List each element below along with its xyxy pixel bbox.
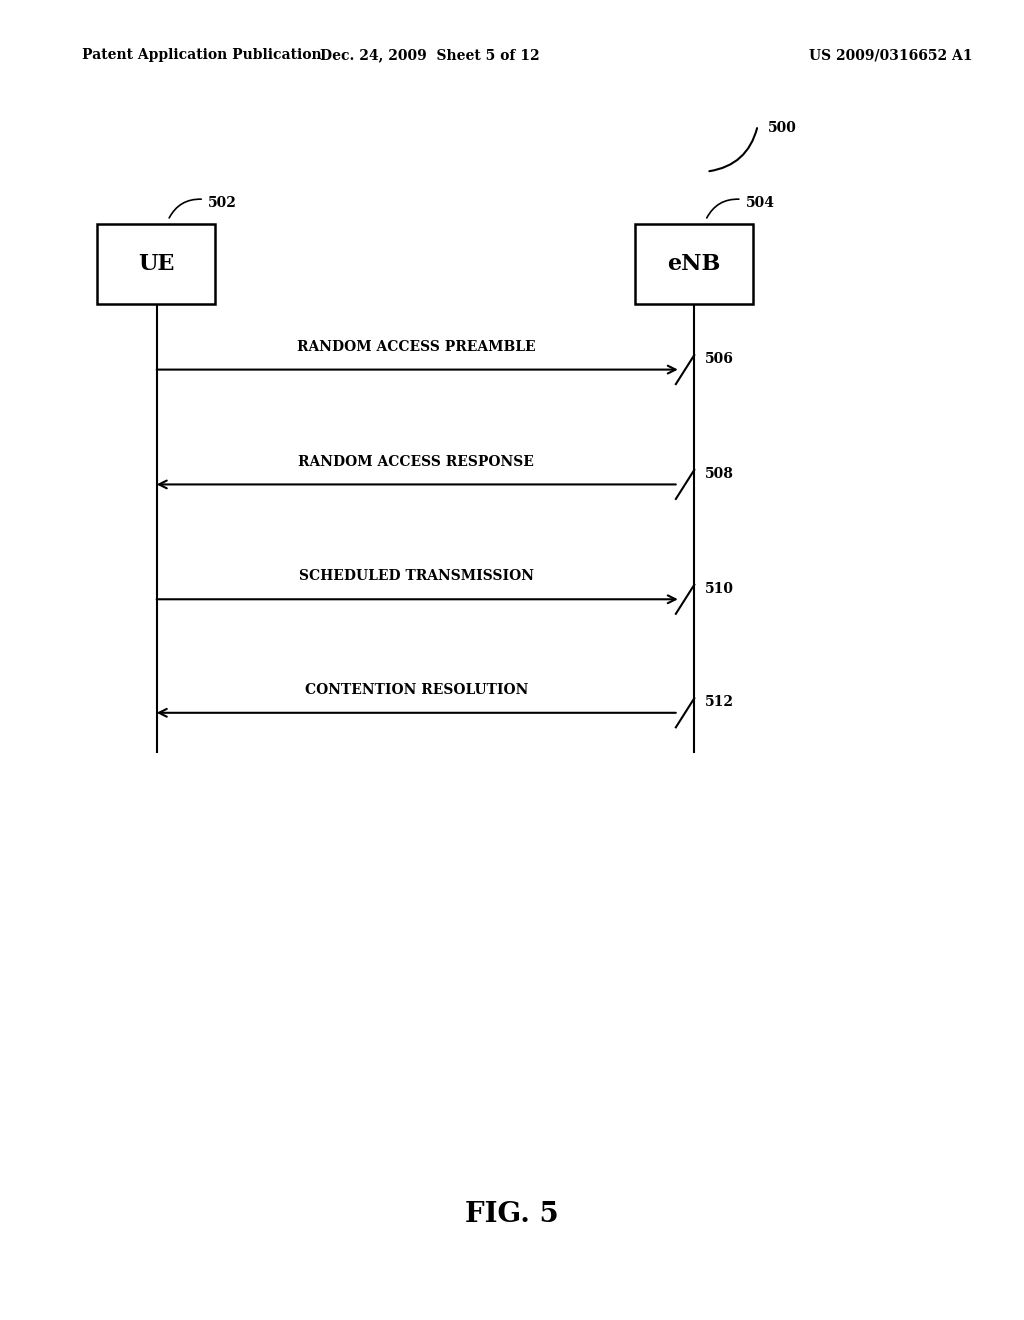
Text: Patent Application Publication: Patent Application Publication <box>82 49 322 62</box>
Bar <box>97 224 215 304</box>
Text: 508: 508 <box>705 467 733 480</box>
Text: SCHEDULED TRANSMISSION: SCHEDULED TRANSMISSION <box>299 569 534 583</box>
Text: 500: 500 <box>768 121 797 135</box>
Text: FIG. 5: FIG. 5 <box>465 1201 559 1228</box>
Text: US 2009/0316652 A1: US 2009/0316652 A1 <box>809 49 973 62</box>
Text: 506: 506 <box>705 352 733 366</box>
Text: RANDOM ACCESS RESPONSE: RANDOM ACCESS RESPONSE <box>298 454 535 469</box>
Text: eNB: eNB <box>667 253 721 275</box>
Text: RANDOM ACCESS PREAMBLE: RANDOM ACCESS PREAMBLE <box>297 339 536 354</box>
Text: 504: 504 <box>745 197 775 210</box>
Text: 502: 502 <box>208 197 237 210</box>
Text: CONTENTION RESOLUTION: CONTENTION RESOLUTION <box>304 682 528 697</box>
Bar <box>635 224 753 304</box>
Text: 512: 512 <box>705 696 733 709</box>
Text: Dec. 24, 2009  Sheet 5 of 12: Dec. 24, 2009 Sheet 5 of 12 <box>321 49 540 62</box>
Text: 510: 510 <box>705 582 733 595</box>
Text: UE: UE <box>138 253 174 275</box>
